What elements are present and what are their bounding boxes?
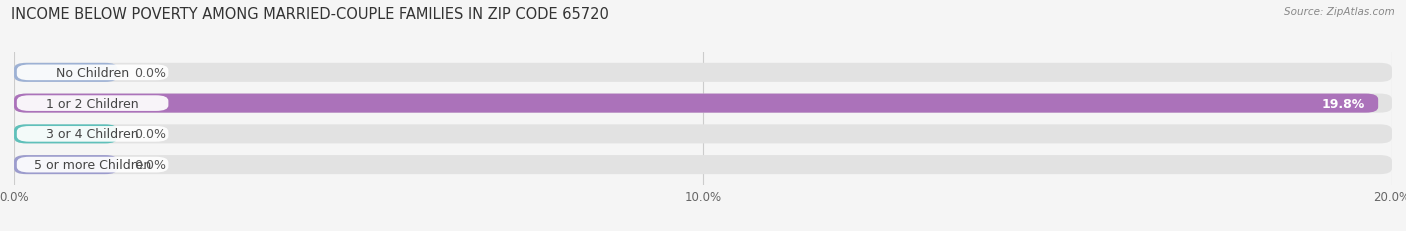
Text: 19.8%: 19.8% — [1322, 97, 1364, 110]
FancyBboxPatch shape — [14, 125, 118, 144]
FancyBboxPatch shape — [14, 94, 1378, 113]
Text: 3 or 4 Children: 3 or 4 Children — [46, 128, 139, 141]
Text: INCOME BELOW POVERTY AMONG MARRIED-COUPLE FAMILIES IN ZIP CODE 65720: INCOME BELOW POVERTY AMONG MARRIED-COUPL… — [11, 7, 609, 22]
FancyBboxPatch shape — [14, 155, 118, 174]
Text: 0.0%: 0.0% — [135, 128, 167, 141]
Text: No Children: No Children — [56, 67, 129, 79]
Text: 0.0%: 0.0% — [135, 158, 167, 171]
Text: 0.0%: 0.0% — [135, 67, 167, 79]
FancyBboxPatch shape — [17, 65, 169, 81]
FancyBboxPatch shape — [14, 125, 1392, 144]
FancyBboxPatch shape — [14, 94, 1392, 113]
FancyBboxPatch shape — [17, 127, 169, 142]
FancyBboxPatch shape — [14, 64, 118, 82]
FancyBboxPatch shape — [17, 96, 169, 111]
FancyBboxPatch shape — [17, 157, 169, 173]
Text: 5 or more Children: 5 or more Children — [34, 158, 152, 171]
Text: Source: ZipAtlas.com: Source: ZipAtlas.com — [1284, 7, 1395, 17]
FancyBboxPatch shape — [14, 155, 1392, 174]
FancyBboxPatch shape — [14, 64, 1392, 82]
Text: 1 or 2 Children: 1 or 2 Children — [46, 97, 139, 110]
